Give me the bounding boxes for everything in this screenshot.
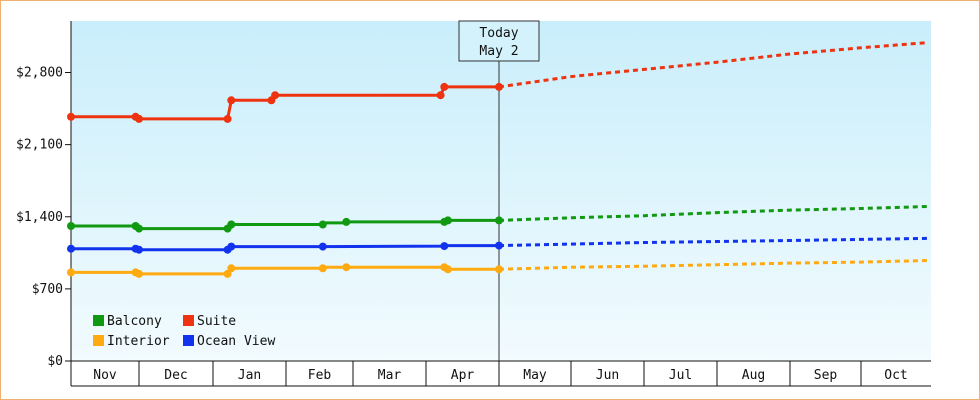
data-point-balcony [495, 216, 503, 225]
legend: Balcony Suite Interior Ocean View [93, 314, 275, 349]
plot-background [71, 21, 931, 361]
data-point-suite [67, 112, 75, 121]
month-label-dec: Dec [164, 368, 187, 383]
data-point-ocean-view [495, 241, 503, 250]
legend-swatch-ocean-view [183, 335, 194, 346]
month-label-jan: Jan [238, 368, 261, 383]
data-point-ocean-view [227, 242, 236, 251]
month-label-nov: Nov [93, 368, 117, 383]
data-point-interior [227, 264, 236, 273]
legend-swatch-suite [183, 315, 194, 326]
forecast-line-interior [498, 259, 928, 271]
forecast-line-suite [498, 41, 928, 89]
legend-label-interior: Interior [107, 334, 170, 349]
data-point-interior [67, 268, 75, 277]
month-label-mar: Mar [378, 368, 402, 383]
data-point-interior [135, 269, 143, 278]
data-point-balcony [227, 220, 236, 229]
legend-label-suite: Suite [197, 314, 236, 329]
data-point-suite [271, 91, 280, 100]
month-label-jun: Jun [596, 368, 619, 383]
data-point-ocean-view [440, 242, 449, 251]
legend-swatch-balcony [93, 315, 104, 326]
month-label-may: May [523, 368, 547, 383]
data-point-interior [495, 265, 503, 274]
forecast-line-balcony [498, 205, 928, 222]
data-point-suite [440, 82, 449, 91]
data-point-suite [135, 114, 143, 123]
y-tick-label: $2,100 [16, 138, 63, 153]
data-point-balcony [67, 222, 75, 230]
data-point-suite [227, 96, 236, 105]
data-point-suite [436, 91, 445, 100]
month-label-oct: Oct [884, 368, 907, 383]
data-point-balcony [443, 216, 452, 225]
data-point-interior [443, 265, 452, 274]
y-tick-label: $1,400 [16, 210, 63, 225]
data-point-ocean-view [135, 245, 143, 254]
x-axis: Nov Dec Jan Feb Mar Apr May Jun Jul Aug Sep Oct [70, 360, 931, 387]
today-label: Today [479, 26, 518, 41]
today-marker: Today May 2 [458, 20, 540, 361]
month-label-apr: Apr [451, 368, 475, 383]
data-point-ocean-view [318, 242, 327, 251]
data-point-interior [318, 264, 327, 273]
y-tick-label: $700 [32, 282, 63, 297]
legend-swatch-interior [93, 335, 104, 346]
series-lines [67, 41, 928, 278]
legend-label-ocean-view: Ocean View [197, 334, 275, 349]
data-point-balcony [342, 217, 351, 226]
y-tick-label: $0 [47, 354, 63, 369]
today-box [458, 20, 540, 62]
data-point-balcony [135, 224, 143, 233]
month-label-aug: Aug [742, 368, 765, 383]
month-label-sep: Sep [814, 368, 838, 383]
y-tick-label: $2,800 [16, 66, 63, 81]
forecast-line-ocean-view [498, 236, 928, 248]
today-date: May 2 [479, 44, 518, 59]
data-point-suite [223, 114, 232, 123]
data-point-ocean-view [67, 244, 75, 253]
data-point-suite [495, 82, 503, 91]
y-axis: $0 $700 $1,400 $2,100 $2,800 [16, 21, 72, 369]
data-point-balcony [318, 220, 327, 229]
month-label-jul: Jul [669, 368, 692, 383]
legend-label-balcony: Balcony [107, 314, 162, 329]
data-point-interior [342, 263, 351, 272]
month-label-feb: Feb [308, 368, 332, 383]
